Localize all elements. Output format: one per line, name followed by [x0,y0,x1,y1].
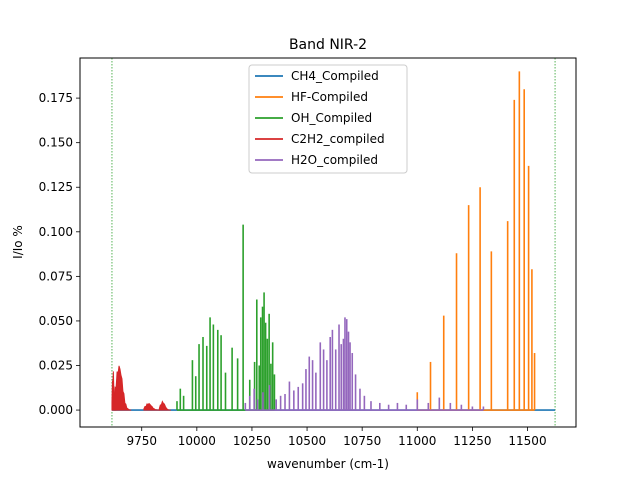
series-band [143,402,160,411]
legend-label: CH4_Compiled [291,69,379,83]
x-tick-label: 10000 [178,434,216,448]
chart-title: Band NIR-2 [289,37,367,53]
y-tick-label: 0.050 [39,314,73,328]
legend-label: HF-Compiled [291,90,368,104]
x-tick-label: 11500 [508,434,546,448]
y-tick-label: 0.025 [39,359,73,373]
x-tick-label: 10750 [343,434,381,448]
legend-label: OH_Compiled [291,111,372,125]
y-tick-label: 0.000 [39,403,73,417]
legend: CH4_Compiled HF-Compiled OH_Compiled C2H2_c… [248,64,408,174]
y-tick-label: 0.175 [39,91,73,105]
legend-box [248,64,408,174]
x-axis-label: wavenumber (cm-1) [267,457,389,471]
series-C2H2_compiled [111,365,171,411]
x-axis: 9750 10000 10250 10500 10750 11000 11250 11500 [126,427,547,448]
x-tick-label: 10500 [288,434,326,448]
legend-label: C2H2_compiled [291,132,385,146]
x-tick-label: 11000 [398,434,436,448]
x-tick-label: 9750 [126,434,157,448]
y-axis-label: I/Io % [11,225,25,259]
series-OH_Compiled [176,224,276,411]
y-tick-label: 0.100 [39,225,73,239]
y-tick-label: 0.150 [39,136,73,150]
y-tick-label: 0.075 [39,269,73,283]
x-tick-label: 10250 [233,434,271,448]
series-band [113,365,132,411]
series-band [158,400,171,411]
data-layer [111,58,556,427]
series-HF-Compiled [416,71,536,411]
series-H2O_compiled [244,317,485,411]
plot-frame [79,57,577,428]
legend-label: H2O_compiled [291,153,378,167]
y-axis: 0.000 0.025 0.050 0.075 0.100 0.125 0.150 0.175 [39,91,80,417]
x-tick-label: 11250 [453,434,491,448]
y-tick-label: 0.125 [39,180,73,194]
